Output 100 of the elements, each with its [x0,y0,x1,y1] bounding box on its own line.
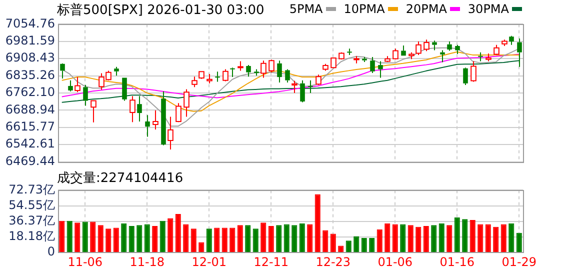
candlestick [447,41,452,52]
candlestick [432,40,437,51]
bar [245,225,251,252]
bar [408,225,414,252]
candlestick [114,66,119,76]
candlestick [145,114,150,138]
bar [128,226,134,252]
bar [314,194,320,252]
bar [82,222,88,252]
bar [423,226,429,252]
bar [175,214,181,252]
legend-label: 10PMA [344,2,385,16]
candlestick [68,80,73,92]
bar [485,224,491,252]
x-tick-label: 01-29 [502,254,537,269]
candlestick [254,68,259,76]
bar [454,217,460,252]
bar [384,223,390,252]
bar [322,230,328,252]
candlestick [60,64,65,79]
candlestick [215,71,220,82]
bar [106,228,112,252]
y-tick-label: 54.55亿 [8,198,55,212]
bar [299,223,305,252]
candlestick [401,45,406,56]
bar [66,220,72,252]
y-tick-label: 6688.94 [5,102,55,116]
bar [508,223,514,252]
bar [206,228,212,252]
bar [284,224,290,252]
candlestick [362,56,367,62]
y-tick-label: 36.37亿 [8,214,55,228]
bar [160,220,166,252]
bar [431,225,437,252]
y-tick-label: 18.18亿 [8,229,55,244]
bar [113,228,119,252]
bar [260,222,266,252]
bar [438,223,444,252]
bar [222,228,228,252]
bar [392,224,398,252]
bar [183,224,189,252]
legend-label: 20PMA [406,2,447,16]
candlestick [370,56,375,74]
y-tick-label: 6762.10 [5,85,55,100]
bar [446,225,452,252]
bar [416,226,422,252]
y-tick-label: 6981.59 [5,34,55,48]
candlestick [246,64,251,78]
x-tick-label: 11-18 [130,254,165,269]
candlestick [463,68,468,86]
bar [462,219,468,252]
bar [470,220,476,252]
y-tick-label: 6908.43 [5,50,55,65]
candlestick [378,60,383,78]
bar [346,240,352,252]
bar [144,224,150,252]
bar [252,228,258,252]
bar [214,228,220,252]
bar [307,224,313,252]
bar [276,225,282,252]
bar [136,225,142,252]
bar [376,229,382,252]
bar [230,228,236,252]
candlestick [440,50,445,63]
bar [198,242,204,252]
y-tick-label: 6835.26 [5,68,55,82]
bar [354,236,360,252]
y-tick-label: 6542.61 [5,136,55,151]
bar [152,226,158,252]
bar [268,226,274,252]
x-tick-label: 01-06 [378,254,413,269]
bar [500,224,506,252]
candlestick [517,38,522,68]
bar [98,225,104,252]
chart-title: 成交量:2274104416 [57,170,184,187]
candlestick [308,80,313,94]
y-tick-label: 6615.77 [5,120,55,134]
bar [516,232,522,252]
candlestick [122,78,127,102]
bar [90,222,96,252]
bar [493,226,499,252]
bar [478,224,484,252]
x-tick-label: 12-01 [192,254,227,269]
bar [190,228,196,252]
y-tick-label: 7054.76 [5,16,55,30]
candlestick [478,52,483,62]
legend-label: 5PMA [289,2,323,16]
y-tick-label: 72.73亿 [8,182,55,196]
y-tick-label: 6469.44 [5,154,55,168]
bar [292,225,298,252]
x-tick-label: 11-06 [68,254,103,269]
candlestick [137,96,142,122]
candlestick [83,84,88,106]
x-tick-label: 01-16 [440,254,475,269]
y-tick-label: 0 [47,244,55,259]
x-tick-label: 12-23 [316,254,351,269]
bar [168,218,174,252]
candlestick [161,90,166,145]
chart-title: 标普500[SPX] 2026-01-30 03:00 [57,2,264,19]
legend-label: 30PMA [468,2,509,16]
